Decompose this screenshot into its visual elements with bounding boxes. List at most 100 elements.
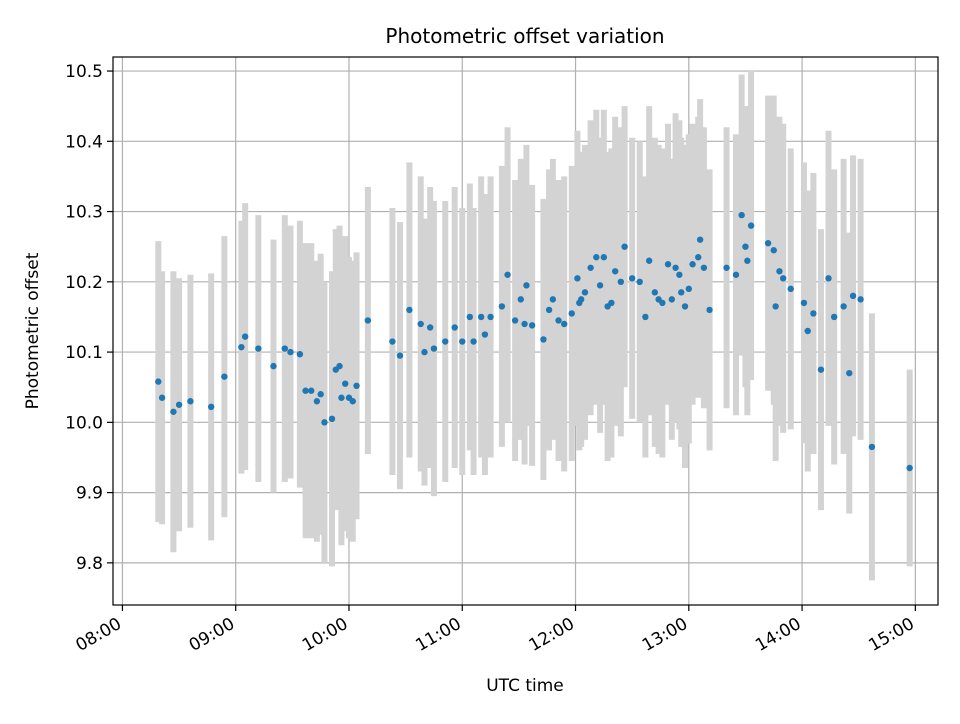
data-point xyxy=(849,292,857,300)
data-point xyxy=(175,401,183,408)
data-point xyxy=(528,322,536,329)
data-point xyxy=(504,271,511,278)
data-point xyxy=(906,464,913,472)
data-point xyxy=(487,313,494,321)
data-points xyxy=(155,211,913,472)
data-point xyxy=(593,254,600,261)
data-point xyxy=(511,317,519,324)
data-point xyxy=(600,254,608,261)
data-point xyxy=(587,264,594,271)
data-point xyxy=(338,394,345,401)
y-tick-label: 10.1 xyxy=(65,343,103,363)
data-point xyxy=(241,333,249,340)
data-point xyxy=(764,239,772,247)
data-point xyxy=(747,222,755,229)
data-point xyxy=(732,271,740,278)
data-point xyxy=(681,303,689,310)
data-point xyxy=(621,243,628,250)
data-point xyxy=(342,380,349,387)
y-tick-label: 10.2 xyxy=(65,273,103,293)
data-point xyxy=(700,264,708,271)
y-tick-label: 10.0 xyxy=(65,413,103,433)
data-point xyxy=(521,320,528,328)
data-point xyxy=(706,306,713,314)
data-point xyxy=(787,285,794,293)
data-point xyxy=(451,324,458,331)
data-point xyxy=(406,306,413,314)
data-point xyxy=(417,320,424,328)
data-point xyxy=(364,317,372,324)
data-point xyxy=(581,289,589,296)
data-point xyxy=(779,275,787,282)
data-point xyxy=(800,299,808,307)
data-point xyxy=(810,310,817,317)
data-point xyxy=(776,268,783,275)
data-point xyxy=(321,419,328,426)
data-point xyxy=(742,243,749,250)
data-point xyxy=(857,296,864,303)
data-point xyxy=(617,278,625,286)
data-point xyxy=(498,303,506,310)
data-point xyxy=(545,306,553,314)
data-point xyxy=(187,398,194,405)
data-point xyxy=(772,303,779,310)
data-point xyxy=(517,296,524,303)
y-tick-label: 10.5 xyxy=(65,62,103,82)
data-point xyxy=(349,398,356,405)
data-point xyxy=(817,366,825,373)
data-point xyxy=(158,394,166,401)
data-point xyxy=(825,275,832,282)
data-point xyxy=(659,299,666,307)
data-point xyxy=(281,345,288,352)
data-point xyxy=(328,415,336,423)
data-point xyxy=(238,343,245,351)
data-point xyxy=(651,289,659,296)
data-point xyxy=(596,282,604,289)
data-point xyxy=(608,299,615,307)
data-point xyxy=(523,282,530,289)
data-point xyxy=(574,275,581,282)
data-point xyxy=(287,348,294,356)
data-point xyxy=(221,373,228,380)
y-axis-label: Photometric offset xyxy=(23,252,43,409)
data-point xyxy=(155,378,162,385)
data-point xyxy=(466,313,474,321)
data-point xyxy=(470,338,477,345)
data-point xyxy=(611,268,619,275)
data-point xyxy=(744,257,751,264)
data-point xyxy=(549,296,557,303)
data-point xyxy=(695,254,702,261)
data-point xyxy=(696,236,704,243)
data-point xyxy=(481,331,489,338)
y-tick-label: 10.3 xyxy=(65,203,103,223)
y-tick-label: 9.8 xyxy=(76,554,103,574)
data-point xyxy=(317,391,324,398)
data-point xyxy=(308,387,315,394)
data-point xyxy=(555,317,562,324)
chart-title: Photometric offset variation xyxy=(385,24,664,48)
data-point xyxy=(840,303,847,310)
data-point xyxy=(170,408,177,415)
data-point xyxy=(207,403,215,411)
data-point xyxy=(561,320,568,328)
data-point xyxy=(270,362,277,370)
data-point xyxy=(636,278,643,286)
data-point xyxy=(645,257,653,264)
data-point xyxy=(336,362,343,370)
data-point xyxy=(421,348,428,356)
data-point xyxy=(477,313,485,321)
y-tick-label: 10.4 xyxy=(65,132,103,152)
data-point xyxy=(738,211,745,219)
data-point xyxy=(676,271,683,278)
data-point xyxy=(568,310,575,317)
data-point xyxy=(668,296,676,303)
data-point xyxy=(846,369,853,377)
data-point xyxy=(664,261,672,268)
data-point xyxy=(689,261,696,268)
data-point xyxy=(426,324,434,331)
data-point xyxy=(804,327,811,335)
data-point xyxy=(540,336,547,343)
plot-frame xyxy=(112,56,939,606)
data-point xyxy=(296,350,304,358)
